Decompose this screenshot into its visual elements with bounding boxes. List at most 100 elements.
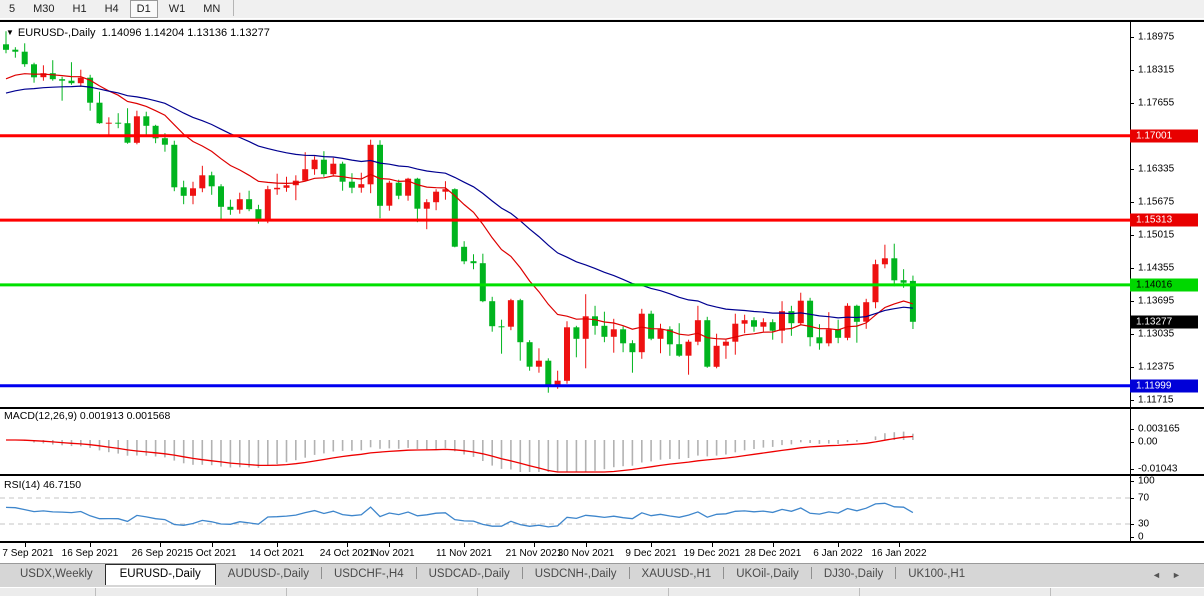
symbol-dropdown-icon[interactable]: ▼: [6, 28, 14, 37]
tab-ukoil-daily[interactable]: UKOil-,Daily: [736, 568, 799, 580]
timeframe-button-5[interactable]: 5: [9, 3, 16, 15]
date-axis-tick: [586, 543, 587, 547]
date-axis-label: 14 Oct 2021: [249, 548, 305, 559]
rsi-axis-label: 100: [1138, 475, 1155, 487]
tab-divider: [895, 567, 897, 579]
fast-ma-line: [5, 73, 914, 340]
price-axis-tick: [1130, 70, 1134, 71]
date-axis-tick: [838, 543, 839, 547]
tab-uk100-h1[interactable]: UK100-,H1: [908, 568, 966, 580]
macd-signal-line: [6, 435, 913, 473]
date-axis-label: 6 Jan 2022: [813, 548, 863, 559]
price-axis-tick: [1130, 367, 1134, 368]
tab-usdcad-daily[interactable]: USDCAD-,Daily: [428, 568, 510, 580]
macd-axis-tick: [1130, 469, 1134, 470]
date-axis-tick: [277, 543, 278, 547]
price-tag: 1.15313: [1130, 213, 1198, 227]
date-axis-label: 7 Sep 2021: [2, 548, 54, 559]
date-axis-label: 26 Sep 2021: [131, 548, 189, 559]
price-axis-tick: [1130, 202, 1134, 203]
price-axis-label: 1.12375: [1138, 361, 1175, 373]
tab-divider: [320, 567, 322, 579]
date-axis-tick: [534, 543, 535, 547]
price-axis-tick: [1130, 235, 1134, 236]
price-axis-label: 1.16335: [1138, 163, 1175, 175]
tab-divider: [810, 567, 812, 579]
rsi-label: RSI(14) 46.7150: [4, 479, 82, 491]
date-axis-tick: [160, 543, 161, 547]
rsi-axis-label: 70: [1138, 492, 1150, 504]
tab-divider: [723, 567, 725, 579]
price-axis-label: 1.18975: [1138, 31, 1175, 43]
date-axis-tick: [389, 543, 390, 547]
date-axis-label: 19 Dec 2021: [683, 548, 741, 559]
price-tag: 1.13277: [1130, 315, 1198, 329]
timeframe-button-h1[interactable]: H1: [72, 3, 87, 15]
tab-usdcnh-daily[interactable]: USDCNH-,Daily: [534, 568, 617, 580]
tab-usdchf-h4[interactable]: USDCHF-,H4: [333, 568, 404, 580]
date-axis-tick: [90, 543, 91, 547]
date-axis-label: 21 Nov 2021: [505, 548, 563, 559]
price-axis-tick: [1130, 301, 1134, 302]
tab-xauusd-h1[interactable]: XAUUSD-,H1: [641, 568, 712, 580]
tab-divider: [628, 567, 630, 579]
date-axis-tick: [347, 543, 348, 547]
date-axis-label: 16 Sep 2021: [61, 548, 119, 559]
macd-label: MACD(12,26,9) 0.001913 0.001568: [4, 410, 171, 422]
tab-eurusd-daily[interactable]: EURUSD-,Daily: [104, 564, 216, 585]
date-axis-label: 2 Nov 2021: [363, 548, 415, 559]
chart-window: ▼ EURUSD-,Daily 1.14096 1.14204 1.13136 1…: [0, 20, 1204, 563]
price-chart-panel[interactable]: [0, 22, 1130, 407]
date-axis-label: 9 Dec 2021: [625, 548, 677, 559]
chart-symbol-period: EURUSD-,Daily: [17, 27, 96, 39]
date-axis[interactable]: 7 Sep 2021 16 Sep 2021 26 Sep 2021 5 Oct 20…: [0, 543, 1130, 563]
tab-usdx-weekly[interactable]: USDX,Weekly: [20, 568, 93, 580]
price-axis[interactable]: 1.18975 1.18315 1.17655 1.16335 1.15675 1.150…: [1130, 20, 1204, 543]
date-axis-label: 5 Oct 2021: [187, 548, 237, 559]
date-axis-label: 28 Dec 2021: [744, 548, 802, 559]
chart-title: ▼ EURUSD-,Daily 1.14096 1.14204 1.13136 1…: [6, 27, 270, 39]
macd-axis-tick: [1130, 429, 1134, 430]
slow-ma-line: [5, 85, 913, 319]
tab-dj30-daily[interactable]: DJ30-,Daily: [823, 568, 884, 580]
timeframe-button-mn[interactable]: MN: [203, 3, 221, 15]
price-tag: 1.14016: [1130, 278, 1198, 292]
date-axis-label: 11 Nov 2021: [436, 548, 492, 559]
status-pane-divider: [668, 588, 669, 596]
macd-separator: [0, 407, 1204, 409]
rsi-axis-tick: [1130, 498, 1134, 499]
tab-divider: [521, 567, 523, 579]
price-axis-tick: [1130, 169, 1134, 170]
date-axis-border: [0, 541, 1204, 543]
price-axis-tick: [1130, 37, 1134, 38]
date-axis-tick: [651, 543, 652, 547]
rsi-axis-tick: [1130, 537, 1134, 538]
price-axis-tick: [1130, 334, 1134, 335]
timeframe-button-w1[interactable]: W1: [168, 3, 186, 15]
macd-axis-label: 0.00: [1138, 436, 1158, 448]
rsi-separator: [0, 474, 1204, 476]
price-axis-label: 1.15015: [1138, 229, 1175, 241]
price-axis-label: 1.14355: [1138, 262, 1175, 274]
price-axis-label: 1.13035: [1138, 328, 1175, 340]
date-axis-tick: [773, 543, 774, 547]
tab-scroll-right-button[interactable]: ►: [1172, 570, 1181, 580]
price-axis-label: 1.11715: [1138, 394, 1174, 406]
macd-panel[interactable]: [0, 409, 1130, 473]
timeframe-button-m30[interactable]: M30: [33, 3, 55, 15]
date-axis-label: 16 Jan 2022: [871, 548, 927, 559]
tab-audusd-daily[interactable]: AUDUSD-,Daily: [227, 568, 309, 580]
chart-ohlc-readout: 1.14096 1.14204 1.13136 1.13277: [101, 27, 270, 39]
price-axis-label: 1.18315: [1138, 64, 1175, 76]
status-pane-divider: [859, 588, 860, 596]
rsi-axis-tick: [1130, 481, 1134, 482]
date-axis-label: 24 Oct 2021: [319, 548, 375, 559]
status-pane-divider: [286, 588, 287, 596]
timeframe-button-h4[interactable]: H4: [104, 3, 119, 15]
tab-scroll-left-button[interactable]: ◄: [1152, 570, 1161, 580]
status-bar: [0, 587, 1204, 596]
price-axis-tick: [1130, 400, 1134, 401]
rsi-panel[interactable]: [0, 477, 1130, 541]
timeframe-button-d1[interactable]: D1: [129, 0, 158, 18]
